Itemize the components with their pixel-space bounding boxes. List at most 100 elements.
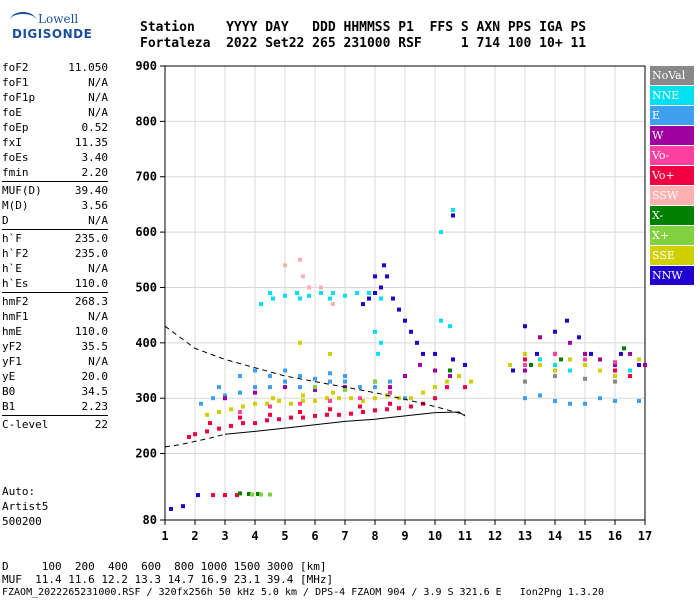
echo-point [613,360,617,365]
echo-point [277,417,281,422]
echo-point [349,396,353,401]
echo-point [613,398,617,403]
echo-point [577,335,581,340]
echo-point [331,302,335,307]
echo-point [637,362,641,367]
param-name: h`Es [2,277,29,290]
echo-point [613,379,617,384]
echo-point [451,357,455,362]
echo-point [229,407,233,412]
echo-point [238,374,242,379]
echo-point [451,213,455,218]
panel-separator [2,415,108,416]
echo-point [523,357,527,362]
param-value: N/A [88,214,108,227]
param-row: foEp 0.52 [2,120,108,135]
x-tick-label: 13 [518,529,532,543]
echo-point [613,362,617,367]
autoscaling-notes: Auto: Artist5 500200 [2,484,48,529]
echo-point [538,362,542,367]
y-tick-label: 500 [135,280,157,294]
echo-point [583,351,587,356]
x-tick-label: 9 [401,529,408,543]
param-value: 3.56 [81,199,109,212]
echo-point [319,291,323,295]
echo-point [613,368,617,373]
param-row: MUF(D) 39.40 [2,183,108,198]
legend-entry: NNE [650,86,694,105]
echo-point [268,374,272,379]
param-value: N/A [88,262,108,275]
legend-entry: X- [650,206,694,225]
echo-point [418,362,422,367]
echo-point [448,368,452,373]
echo-point [529,362,533,367]
header-line-2: Fortaleza 2022 Set22 265 231000 RSF 1 71… [140,36,587,51]
echo-point [277,398,281,403]
parameter-panel: foF2 11.050 foF1 N/A foF1p N/A foE N/A foEp 0.52 f… [2,60,108,432]
echo-point [523,396,527,401]
param-row: yF1 N/A [2,354,108,369]
echo-point [445,379,449,384]
param-name: D [2,214,9,227]
param-row: yE 20.0 [2,369,108,384]
notes-line-1: Auto: [2,485,36,498]
panel-separator [2,292,108,293]
echo-point [403,396,407,401]
echo-point [637,398,641,403]
param-row: M(D) 3.56 [2,198,108,213]
echo-point [568,357,572,362]
echo-point [268,412,272,417]
echo-point [379,340,383,345]
echo-point [397,406,401,411]
echo-point [358,404,362,409]
echo-point [553,351,557,356]
echo-point [268,492,272,497]
station-header: Station YYYY DAY DDD HHMMSS P1 FFS S AXN… [140,20,586,52]
echo-point [283,368,287,373]
echo-point [538,335,542,340]
echo-point [229,423,233,428]
echo-point [259,492,263,497]
echo-point [238,491,242,496]
echo-point [385,407,389,412]
param-name: MUF(D) [2,184,42,197]
echo-point [199,401,203,406]
echo-point [289,415,293,420]
echo-point [553,398,557,403]
echo-point [448,324,452,329]
param-name: C-level [2,418,49,431]
param-value: 39.40 [74,184,108,197]
legend-entry: Vo+ [650,166,694,185]
echo-point [379,285,383,290]
echo-point [373,408,377,413]
polarization-legend: NoVal NNE E W Vo- Vo+ SSW X- X+ SSE NNW [650,66,694,286]
echo-point [313,385,317,390]
legend-entry: SSE [650,246,694,265]
legend-entry: NNW [650,266,694,285]
x-tick-label: 2 [191,529,198,543]
echo-point [271,396,275,401]
echo-point [328,407,332,412]
echo-point [193,432,197,437]
y-tick-label: 600 [135,225,157,239]
echo-point [295,291,299,295]
x-tick-label: 8 [371,529,378,543]
param-name: foF1 [2,76,29,89]
param-row: yF2 35.5 [2,339,108,354]
logo-swoosh-icon [10,12,36,28]
param-value: 110.0 [74,277,108,290]
echo-point [289,401,293,406]
y-tick-label: 300 [135,391,157,405]
echo-point [313,413,317,418]
param-row: C-level 22 [2,417,108,432]
echo-point [415,340,419,345]
echo-point [523,324,527,329]
echo-point [439,318,443,323]
echo-point [298,296,302,301]
param-value: 235.0 [74,232,108,245]
x-tick-label: 10 [428,529,442,543]
echo-point [433,351,437,356]
param-row: fxI 11.35 [2,135,108,150]
muf-table: D 100 200 400 600 800 1000 1500 3000 [km… [2,560,333,586]
